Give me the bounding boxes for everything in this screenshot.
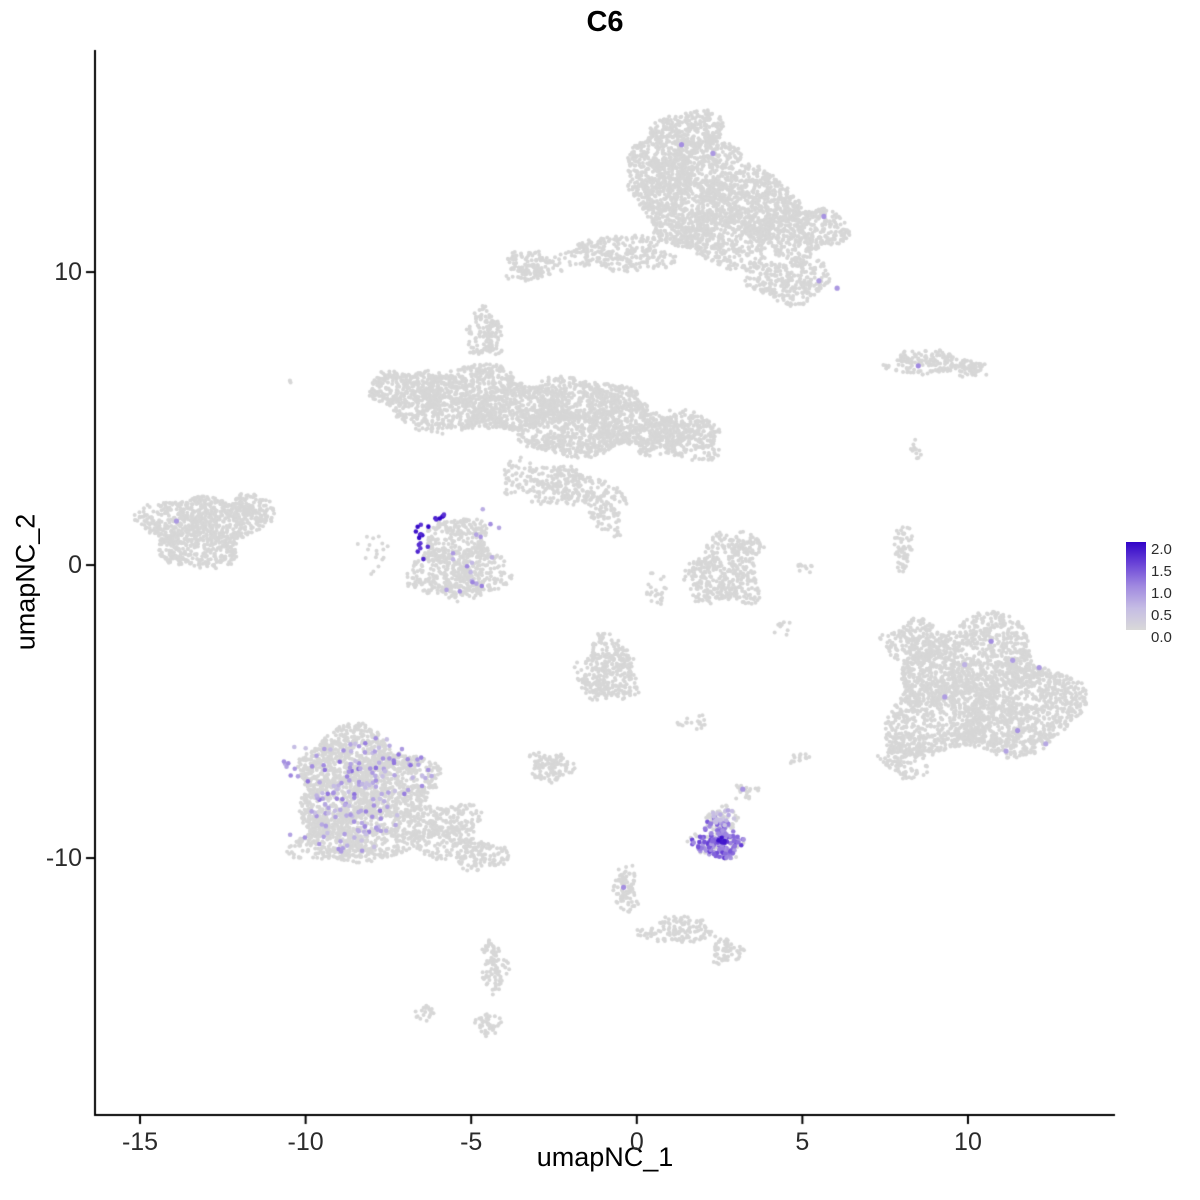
expression-color-legend: 2.0 1.5 1.0 0.5 0.0 bbox=[1126, 541, 1193, 646]
y-axis-title: umapNC_2 bbox=[10, 513, 41, 651]
x-tick-label--5: -5 bbox=[460, 1128, 483, 1156]
x-tick-label-0: 0 bbox=[629, 1128, 644, 1156]
legend-tick-label-1.5: 1.5 bbox=[1151, 563, 1172, 580]
x-tick-label--10: -10 bbox=[287, 1128, 324, 1156]
legend-tick-labels: 2.0 1.5 1.0 0.5 0.0 bbox=[1151, 541, 1193, 646]
legend-tick-label-0.0: 0.0 bbox=[1151, 629, 1172, 646]
x-tick-label--15: -15 bbox=[121, 1128, 159, 1156]
legend-tick-label-2.0: 2.0 bbox=[1151, 541, 1172, 558]
legend-gradient-bar bbox=[1126, 542, 1146, 630]
legend-tick-label-0.5: 0.5 bbox=[1151, 607, 1172, 624]
x-tick-label-5: 5 bbox=[795, 1128, 810, 1156]
x-axis-title: umapNC_1 bbox=[536, 1142, 674, 1172]
y-tick-label--10: -10 bbox=[45, 844, 82, 873]
plot-title: C6 bbox=[586, 6, 624, 38]
y-tick-label-10: 10 bbox=[54, 258, 82, 287]
y-tick-label-0: 0 bbox=[68, 551, 82, 580]
legend-tick-label-1.0: 1.0 bbox=[1151, 585, 1172, 602]
x-tick-label-10: 10 bbox=[954, 1128, 982, 1156]
